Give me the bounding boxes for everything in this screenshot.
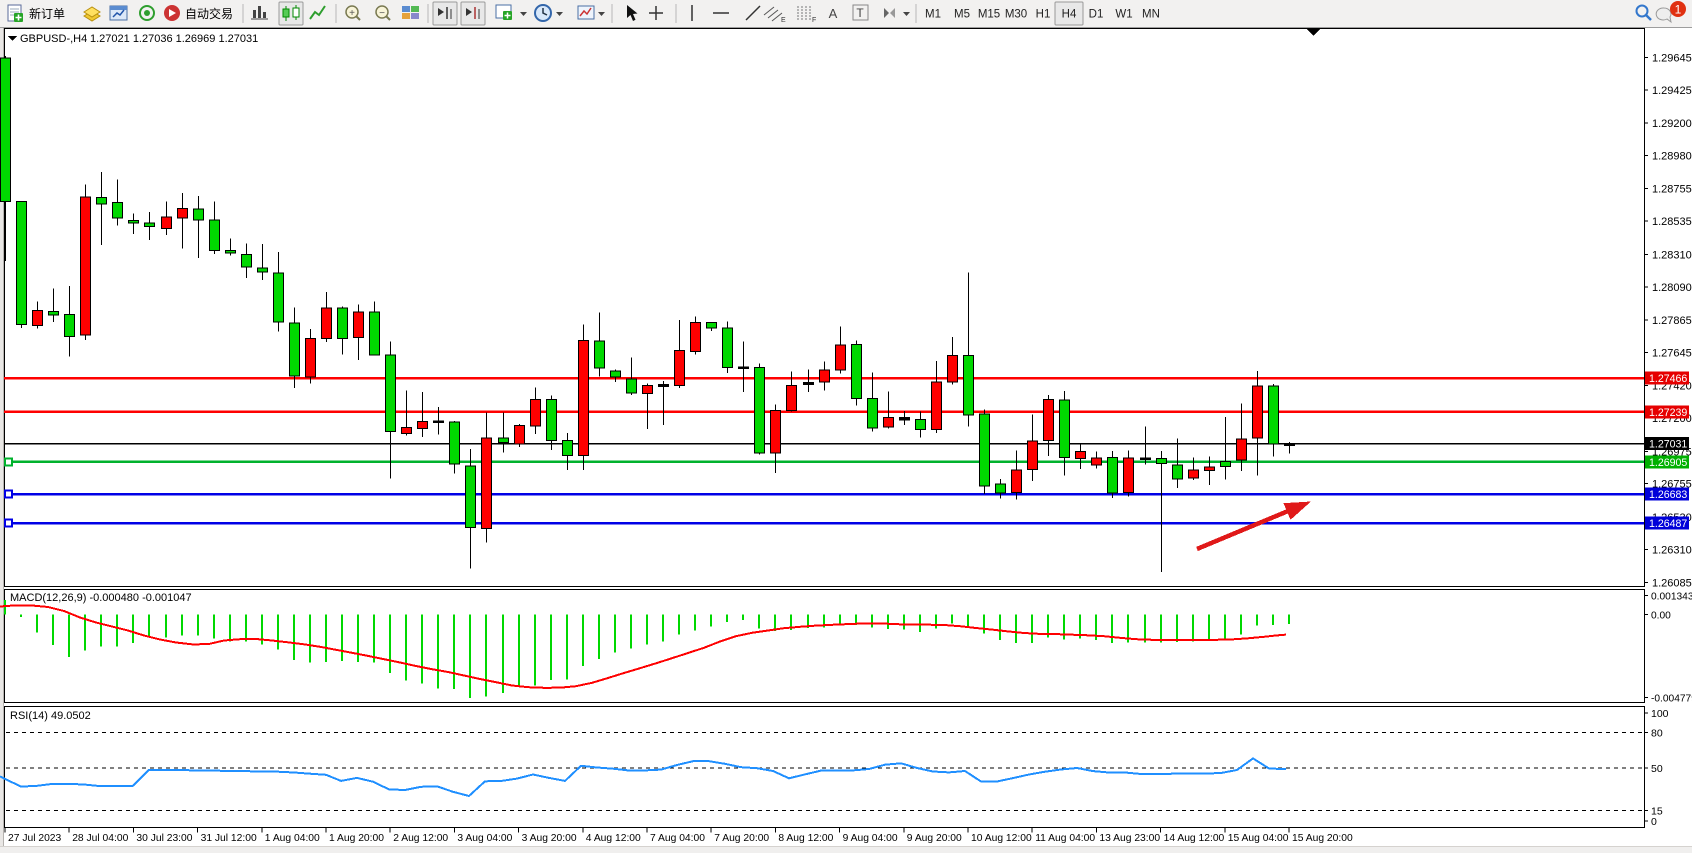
svg-text:9 Aug 04:00: 9 Aug 04:00 xyxy=(843,833,898,844)
svg-text:1: 1 xyxy=(1675,3,1682,17)
svg-text:1.28535: 1.28535 xyxy=(1652,216,1692,228)
svg-text:11 Aug 04:00: 11 Aug 04:00 xyxy=(1035,833,1095,844)
svg-text:D1: D1 xyxy=(1089,9,1104,21)
svg-text:80: 80 xyxy=(1651,727,1663,739)
svg-text:1 Aug 04:00: 1 Aug 04:00 xyxy=(265,833,320,844)
svg-text:1.29425: 1.29425 xyxy=(1652,85,1692,97)
svg-text:1 Aug 20:00: 1 Aug 20:00 xyxy=(329,833,384,844)
svg-text:1.28090: 1.28090 xyxy=(1652,282,1692,294)
svg-text:F: F xyxy=(812,17,816,24)
svg-text:30 Jul 23:00: 30 Jul 23:00 xyxy=(136,833,192,844)
svg-text:H4: H4 xyxy=(1062,9,1077,21)
svg-text:+: + xyxy=(349,8,355,19)
svg-text:1.26310: 1.26310 xyxy=(1652,544,1692,556)
svg-text:−: − xyxy=(379,8,385,19)
svg-text:3 Aug 20:00: 3 Aug 20:00 xyxy=(522,833,577,844)
svg-text:1.28310: 1.28310 xyxy=(1652,249,1692,261)
svg-text:7 Aug 20:00: 7 Aug 20:00 xyxy=(714,833,769,844)
svg-text:1.28755: 1.28755 xyxy=(1652,184,1692,196)
svg-text:13 Aug 23:00: 13 Aug 23:00 xyxy=(1099,833,1160,844)
svg-text:W1: W1 xyxy=(1115,9,1132,21)
svg-text:M30: M30 xyxy=(1005,9,1027,21)
svg-text:1.29645: 1.29645 xyxy=(1652,52,1692,64)
svg-text:1.27021 1.27036 1.26969 1.2703: 1.27021 1.27036 1.26969 1.27031 xyxy=(90,33,258,45)
svg-text:100: 100 xyxy=(1651,708,1669,720)
svg-text:2 Aug 12:00: 2 Aug 12:00 xyxy=(393,833,448,844)
svg-text:15 Aug 20:00: 15 Aug 20:00 xyxy=(1292,833,1353,844)
svg-text:1.26085: 1.26085 xyxy=(1652,578,1692,590)
svg-text:H1: H1 xyxy=(1036,9,1051,21)
svg-text:MN: MN xyxy=(1142,9,1160,21)
svg-text:27 Jul 2023: 27 Jul 2023 xyxy=(8,833,62,844)
svg-text:T: T xyxy=(856,6,864,20)
svg-text:1.26487: 1.26487 xyxy=(1649,518,1687,530)
svg-text:31 Jul 12:00: 31 Jul 12:00 xyxy=(201,833,257,844)
svg-text:1.27239: 1.27239 xyxy=(1649,407,1687,419)
svg-text:-0.004779: -0.004779 xyxy=(1651,694,1692,705)
svg-text:8 Aug 12:00: 8 Aug 12:00 xyxy=(778,833,833,844)
svg-text:9 Aug 20:00: 9 Aug 20:00 xyxy=(907,833,962,844)
svg-text:28 Jul 04:00: 28 Jul 04:00 xyxy=(72,833,128,844)
svg-text:新订单: 新订单 xyxy=(29,6,65,21)
svg-text:RSI(14) 49.0502: RSI(14) 49.0502 xyxy=(10,710,91,722)
svg-text:15 Aug 04:00: 15 Aug 04:00 xyxy=(1228,833,1289,844)
svg-text:15: 15 xyxy=(1651,806,1663,818)
svg-text:0.001343: 0.001343 xyxy=(1651,591,1692,602)
svg-text:1.27645: 1.27645 xyxy=(1652,347,1692,359)
svg-text:MACD(12,26,9) -0.000480 -0.001: MACD(12,26,9) -0.000480 -0.001047 xyxy=(10,592,192,604)
svg-text:自动交易: 自动交易 xyxy=(185,6,233,21)
svg-text:10 Aug 12:00: 10 Aug 12:00 xyxy=(971,833,1032,844)
svg-text:M15: M15 xyxy=(978,9,1000,21)
svg-text:GBPUSD-,H4: GBPUSD-,H4 xyxy=(20,33,87,45)
svg-text:M1: M1 xyxy=(925,9,941,21)
svg-text:1.26683: 1.26683 xyxy=(1649,489,1687,501)
svg-text:1.28980: 1.28980 xyxy=(1652,151,1692,163)
svg-text:3 Aug 04:00: 3 Aug 04:00 xyxy=(457,833,512,844)
svg-text:1.27466: 1.27466 xyxy=(1649,373,1687,385)
svg-text:1.26905: 1.26905 xyxy=(1649,457,1687,469)
svg-text:A: A xyxy=(829,6,838,21)
svg-text:1.29200: 1.29200 xyxy=(1652,118,1692,130)
svg-text:0: 0 xyxy=(1651,816,1657,828)
svg-text:1.27865: 1.27865 xyxy=(1652,315,1692,327)
svg-text:14 Aug 12:00: 14 Aug 12:00 xyxy=(1164,833,1225,844)
svg-text:7 Aug 04:00: 7 Aug 04:00 xyxy=(650,833,705,844)
svg-text:1.27031: 1.27031 xyxy=(1649,439,1687,451)
svg-text:50: 50 xyxy=(1651,763,1663,775)
svg-text:0.00: 0.00 xyxy=(1651,611,1671,622)
svg-text:E: E xyxy=(781,17,786,24)
svg-text:M5: M5 xyxy=(954,9,970,21)
svg-text:4 Aug 12:00: 4 Aug 12:00 xyxy=(586,833,641,844)
